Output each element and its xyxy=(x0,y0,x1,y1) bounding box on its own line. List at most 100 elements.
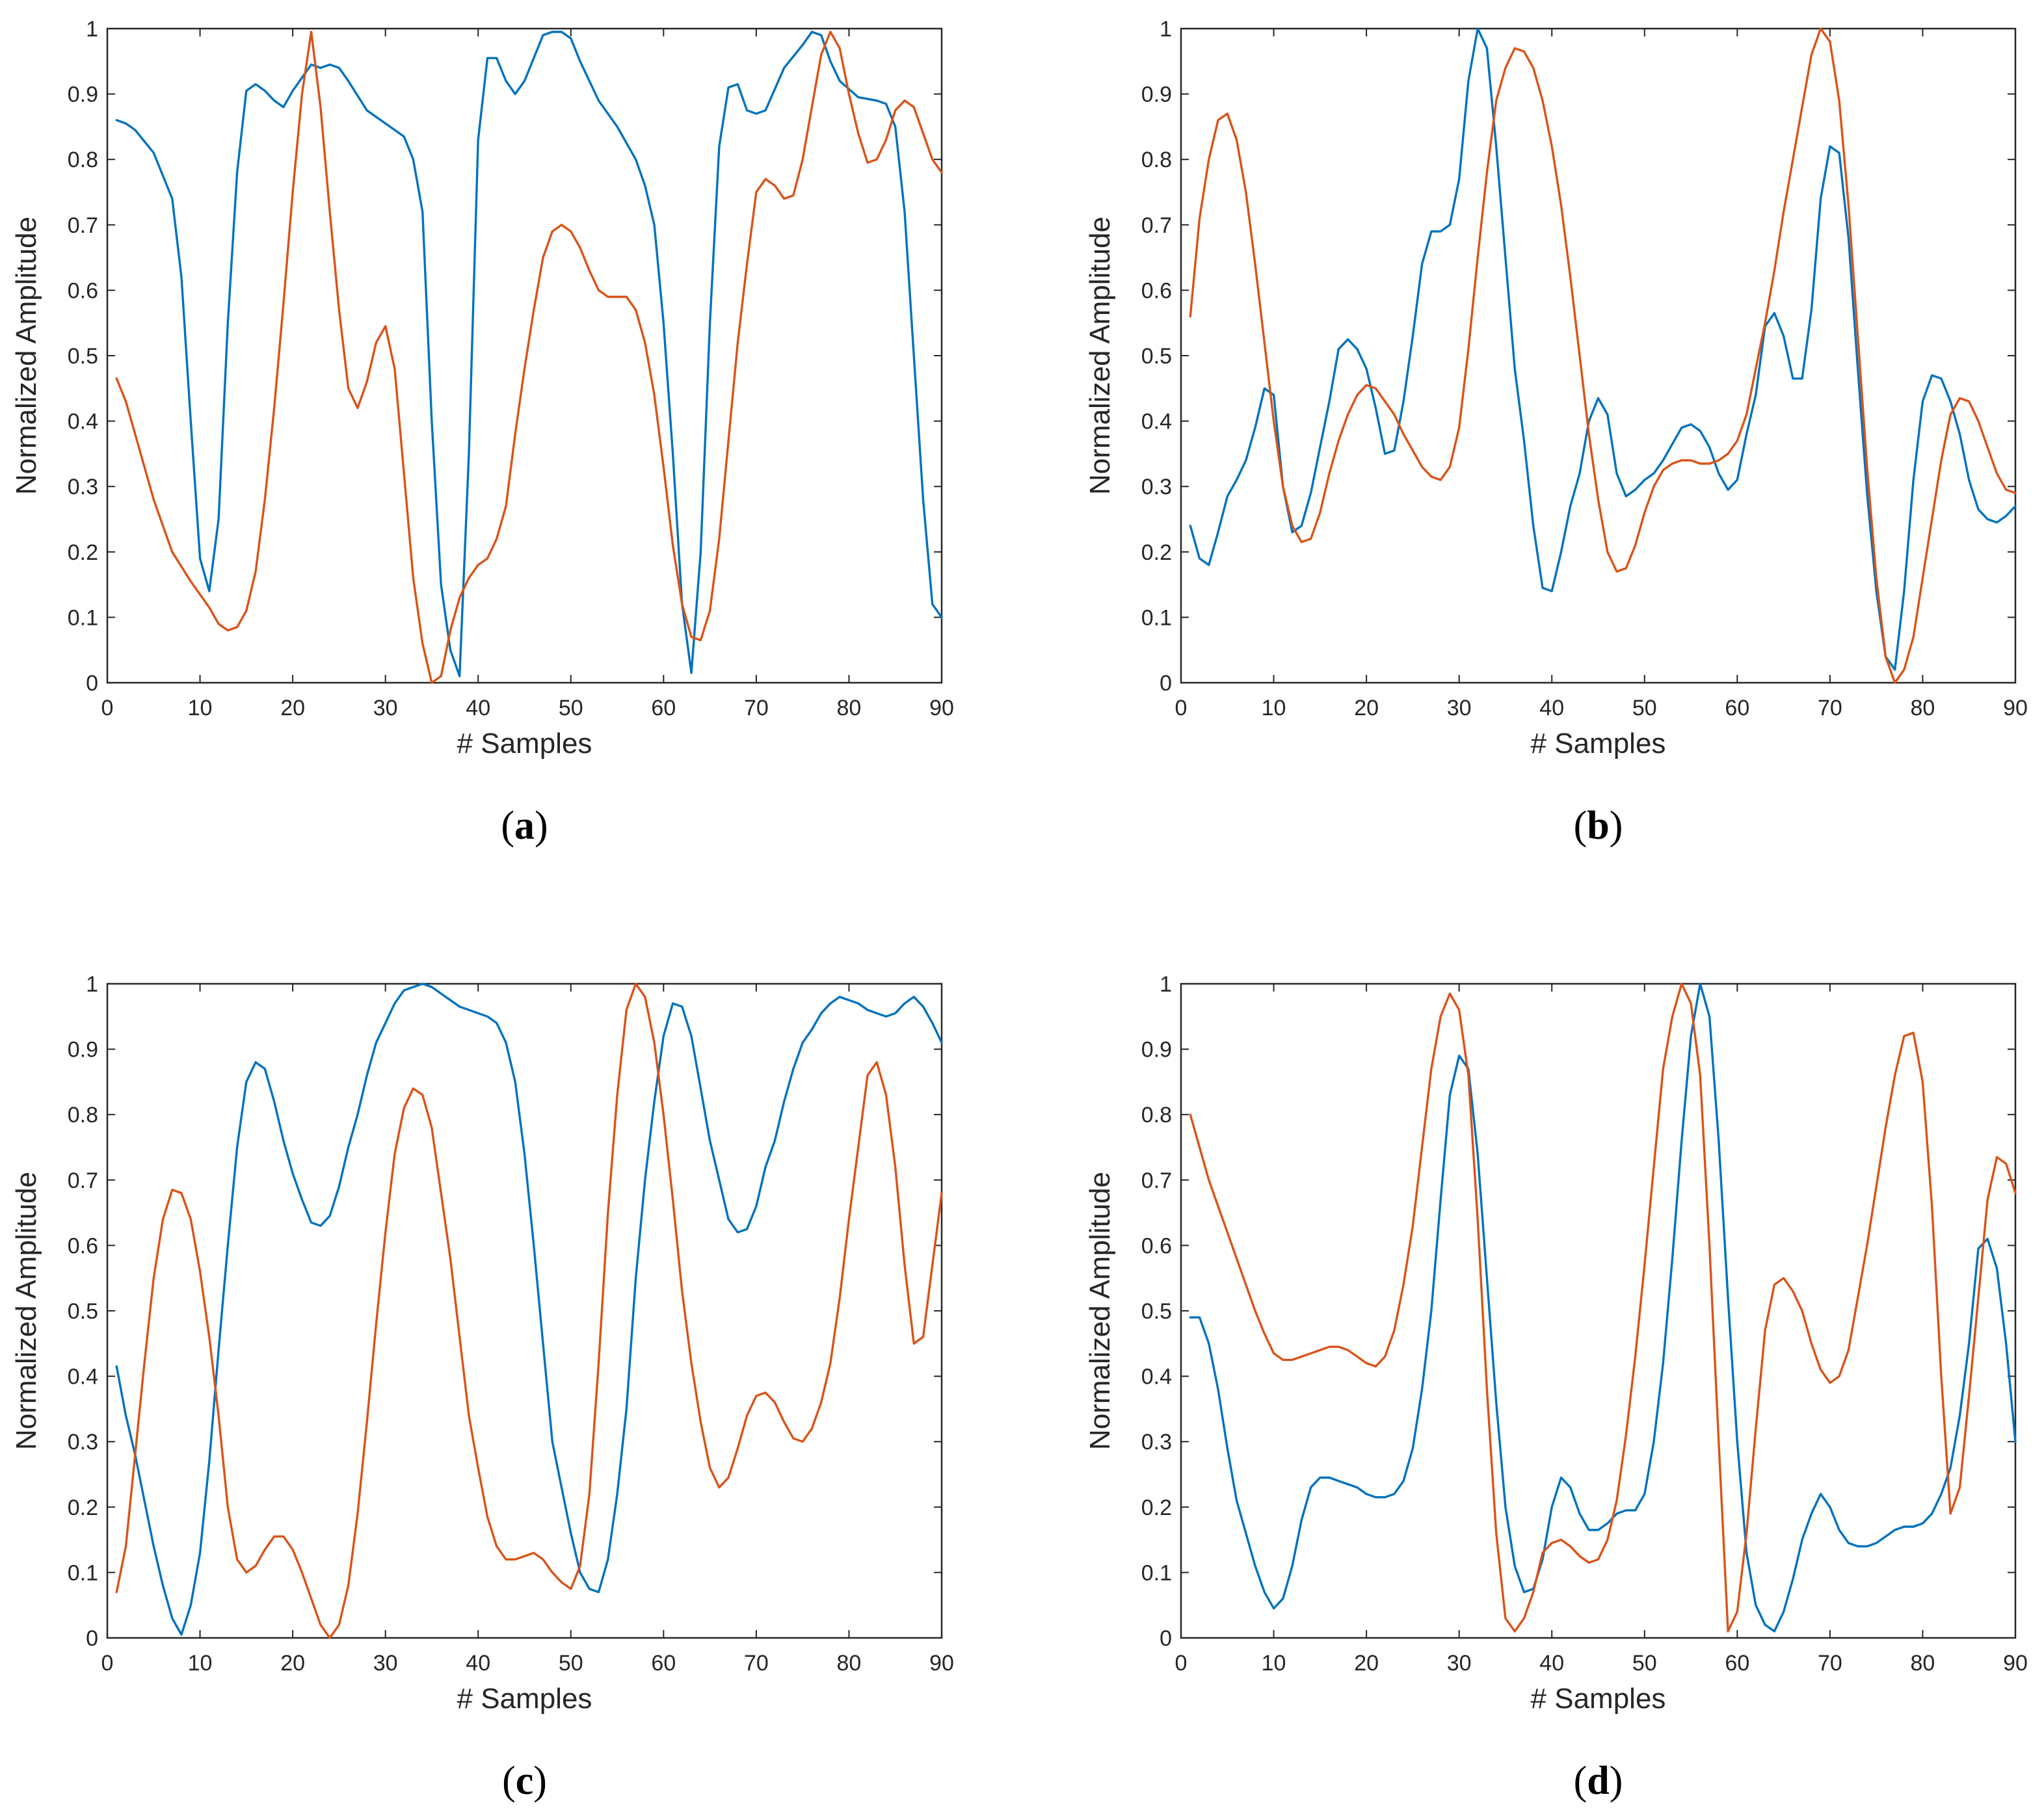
panel-d: 00.10.20.30.40.50.60.70.80.910 10 20 30 40 50… xyxy=(1084,972,2028,1803)
caption-close-paren: ) xyxy=(533,1759,547,1803)
y-tick-label: 0.8 xyxy=(68,1103,98,1127)
x-tick-label: 40 xyxy=(1539,1651,1564,1676)
panel-b: 00.10.20.30.40.50.60.70.80.910 10 20 30 40 50… xyxy=(1084,17,2028,848)
caption-close-paren: ) xyxy=(1610,804,1623,848)
caption-open-paren: ( xyxy=(501,804,514,848)
y-tick-label: 0.7 xyxy=(1141,213,1172,238)
y-tick-label: 0.3 xyxy=(1141,475,1172,499)
y-tick-label: 0.6 xyxy=(68,1233,98,1258)
panel-caption: (c) xyxy=(502,1759,547,1803)
x-tick-label: 50 xyxy=(1632,696,1657,720)
x-tick-label: 70 xyxy=(1818,1651,1842,1676)
y-tick-label: 0.9 xyxy=(68,1038,98,1062)
y-tick-label: 1 xyxy=(86,972,98,997)
x-tick-label: 20 xyxy=(1354,696,1379,720)
x-tick-label: 30 xyxy=(1447,1651,1472,1676)
y-tick-label: 0.7 xyxy=(68,1168,98,1193)
y-tick-label: 0.1 xyxy=(68,605,98,630)
x-tick-label: 90 xyxy=(2003,1651,2028,1676)
y-tick-label: 0.8 xyxy=(1141,148,1172,172)
x-tick-label: 40 xyxy=(466,696,490,720)
x-tick-label: 70 xyxy=(1818,696,1842,720)
panel-caption: (b) xyxy=(1574,804,1623,848)
series-line-orange xyxy=(1189,982,2017,1633)
plot-area xyxy=(106,27,943,684)
y-tick-label: 0.6 xyxy=(1141,278,1172,303)
caption-close-paren: ) xyxy=(535,804,548,848)
y-tick-label: 0.4 xyxy=(1141,1365,1172,1390)
x-tick-label: 30 xyxy=(373,696,398,720)
x-tick-label: 60 xyxy=(651,696,676,720)
y-tick-label: 0.5 xyxy=(1141,344,1172,369)
y-tick-label: 0.1 xyxy=(1141,1561,1172,1585)
x-tick-label: 60 xyxy=(1725,696,1749,720)
x-tick-label: 20 xyxy=(1354,1651,1379,1676)
caption-close-paren: ) xyxy=(1610,1759,1623,1803)
caption-letter: d xyxy=(1587,1759,1609,1803)
y-axis-label: Normalized Amplitude xyxy=(1084,217,1116,495)
y-tick-label: 0.2 xyxy=(1141,540,1172,565)
x-tick-label: 0 xyxy=(101,696,114,720)
y-tick-label: 0.5 xyxy=(68,344,98,369)
x-tick-label: 50 xyxy=(559,1651,583,1676)
y-tick-label: 0 xyxy=(1160,671,1172,696)
x-tick-label: 60 xyxy=(1725,1651,1749,1676)
y-tick-label: 0 xyxy=(86,1626,98,1651)
y-tick-label: 0.8 xyxy=(68,148,98,172)
caption-open-paren: ( xyxy=(502,1759,516,1803)
x-tick-label: 70 xyxy=(744,696,769,720)
series-line-orange xyxy=(115,982,943,1639)
y-tick-label: 0.1 xyxy=(1141,605,1172,630)
x-tick-label: 30 xyxy=(1447,696,1472,720)
caption-open-paren: ( xyxy=(1574,1759,1587,1803)
x-tick-label: 40 xyxy=(1539,696,1564,720)
panel-caption: (a) xyxy=(501,804,548,848)
y-tick-label: 0.3 xyxy=(68,1430,98,1455)
x-axis-label: # Samples xyxy=(457,1683,592,1715)
x-tick-label: 80 xyxy=(837,696,862,720)
panel-a: 00.10.20.30.40.50.60.70.80.910 10 20 30 40 50… xyxy=(10,17,954,848)
y-tick-label: 1 xyxy=(86,17,98,42)
x-tick-label: 90 xyxy=(929,696,954,720)
y-tick-label: 0.3 xyxy=(1141,1430,1172,1455)
y-tick-label: 0.3 xyxy=(68,475,98,499)
y-tick-label: 0 xyxy=(86,671,98,696)
x-tick-label: 10 xyxy=(1262,696,1286,720)
y-tick-label: 1 xyxy=(1160,972,1172,997)
series-line-blue xyxy=(1189,27,2017,671)
plot-area xyxy=(106,982,943,1639)
y-axis-label: Normalized Amplitude xyxy=(10,217,42,495)
y-tick-label: 0.7 xyxy=(1141,1168,1172,1193)
x-tick-label: 0 xyxy=(101,1651,114,1676)
x-tick-label: 30 xyxy=(373,1651,398,1676)
y-tick-label: 0.2 xyxy=(68,1495,98,1520)
x-tick-label: 50 xyxy=(1632,1651,1657,1676)
y-tick-label: 1 xyxy=(1160,17,1172,42)
x-axis-label: # Samples xyxy=(1531,1683,1666,1715)
y-tick-label: 0.9 xyxy=(1141,83,1172,107)
series-line-blue xyxy=(1189,982,2017,1633)
y-tick-label: 0 xyxy=(1160,1626,1172,1651)
x-axis-label: # Samples xyxy=(457,728,592,759)
y-tick-label: 0.4 xyxy=(68,1365,98,1390)
caption-letter: b xyxy=(1587,804,1609,848)
y-tick-label: 0.8 xyxy=(1141,1103,1172,1127)
y-tick-label: 0.2 xyxy=(1141,1495,1172,1520)
plot-area xyxy=(1180,982,2017,1639)
x-tick-label: 20 xyxy=(280,1651,305,1676)
panel-caption: (d) xyxy=(1574,1759,1623,1803)
x-tick-label: 0 xyxy=(1175,1651,1188,1676)
x-tick-label: 60 xyxy=(651,1651,676,1676)
y-tick-label: 0.6 xyxy=(1141,1233,1172,1258)
y-tick-label: 0.6 xyxy=(68,278,98,303)
y-tick-label: 0.2 xyxy=(68,540,98,565)
y-tick-label: 0.5 xyxy=(68,1299,98,1324)
x-tick-label: 80 xyxy=(1911,1651,1935,1676)
x-tick-label: 20 xyxy=(280,696,305,720)
x-tick-label: 80 xyxy=(837,1651,862,1676)
x-tick-label: 0 xyxy=(1175,696,1188,720)
x-tick-label: 90 xyxy=(2003,696,2028,720)
x-tick-label: 10 xyxy=(188,1651,213,1676)
caption-open-paren: ( xyxy=(1574,804,1587,848)
x-axis-label: # Samples xyxy=(1531,728,1666,759)
